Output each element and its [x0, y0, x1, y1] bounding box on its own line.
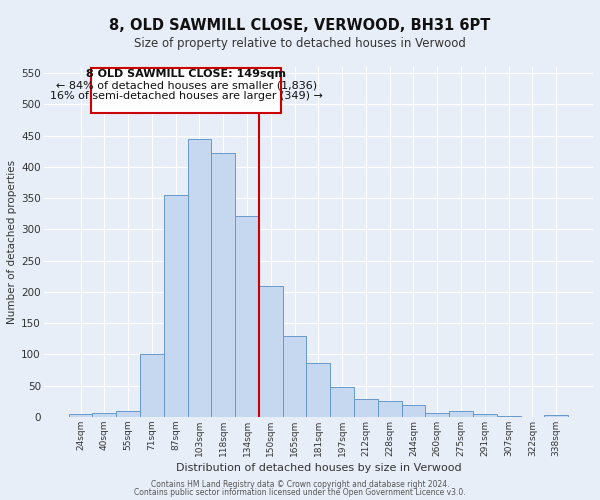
Text: Contains public sector information licensed under the Open Government Licence v3: Contains public sector information licen… — [134, 488, 466, 497]
Bar — [378, 402, 401, 417]
Bar — [235, 216, 259, 417]
Text: 8, OLD SAWMILL CLOSE, VERWOOD, BH31 6PT: 8, OLD SAWMILL CLOSE, VERWOOD, BH31 6PT — [109, 18, 491, 32]
Bar — [401, 405, 425, 417]
Bar — [330, 387, 354, 417]
X-axis label: Distribution of detached houses by size in Verwood: Distribution of detached houses by size … — [176, 463, 461, 473]
Text: 8 OLD SAWMILL CLOSE: 149sqm: 8 OLD SAWMILL CLOSE: 149sqm — [86, 70, 286, 80]
Bar — [307, 362, 330, 417]
Bar — [188, 139, 211, 417]
Text: ← 84% of detached houses are smaller (1,836): ← 84% of detached houses are smaller (1,… — [56, 80, 317, 90]
Bar — [544, 415, 568, 417]
Bar — [164, 195, 188, 417]
Bar — [68, 414, 92, 417]
Bar — [259, 286, 283, 417]
Bar — [91, 68, 281, 112]
Bar — [473, 414, 497, 417]
Y-axis label: Number of detached properties: Number of detached properties — [7, 160, 17, 324]
Bar — [449, 410, 473, 417]
Bar — [116, 412, 140, 417]
Text: Contains HM Land Registry data © Crown copyright and database right 2024.: Contains HM Land Registry data © Crown c… — [151, 480, 449, 489]
Bar — [92, 412, 116, 417]
Bar — [283, 336, 307, 417]
Bar — [140, 354, 164, 417]
Bar — [425, 412, 449, 417]
Text: Size of property relative to detached houses in Verwood: Size of property relative to detached ho… — [134, 38, 466, 51]
Bar — [497, 416, 521, 417]
Text: 16% of semi-detached houses are larger (349) →: 16% of semi-detached houses are larger (… — [50, 90, 323, 101]
Bar — [211, 152, 235, 417]
Bar — [354, 399, 378, 417]
